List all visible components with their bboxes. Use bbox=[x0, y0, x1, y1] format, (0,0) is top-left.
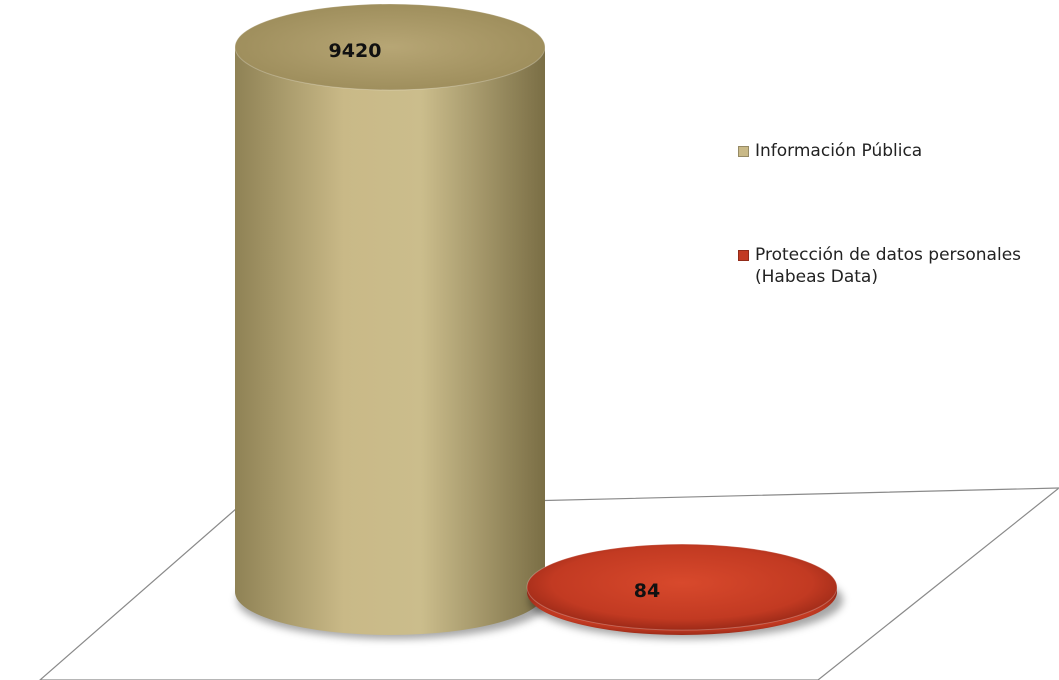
legend-label: Protección de datos personales (Habeas D… bbox=[755, 245, 1022, 287]
legend-label: Información Pública bbox=[755, 141, 923, 161]
bar-body-1 bbox=[235, 47, 545, 635]
bar-top-2 bbox=[526, 543, 838, 631]
legend-item-informacion-publica: Información Pública bbox=[738, 140, 1058, 162]
data-label-2: 84 bbox=[634, 580, 660, 602]
data-label-1: 9420 bbox=[329, 40, 382, 62]
legend-swatch-informacion-publica bbox=[738, 146, 749, 157]
legend-item-habeas-data: Protección de datos personales (Habeas D… bbox=[738, 244, 1058, 288]
bar-top-1 bbox=[234, 3, 546, 91]
legend-swatch-habeas-data bbox=[738, 250, 749, 261]
legend: Información Pública Protección de datos … bbox=[738, 140, 1058, 288]
